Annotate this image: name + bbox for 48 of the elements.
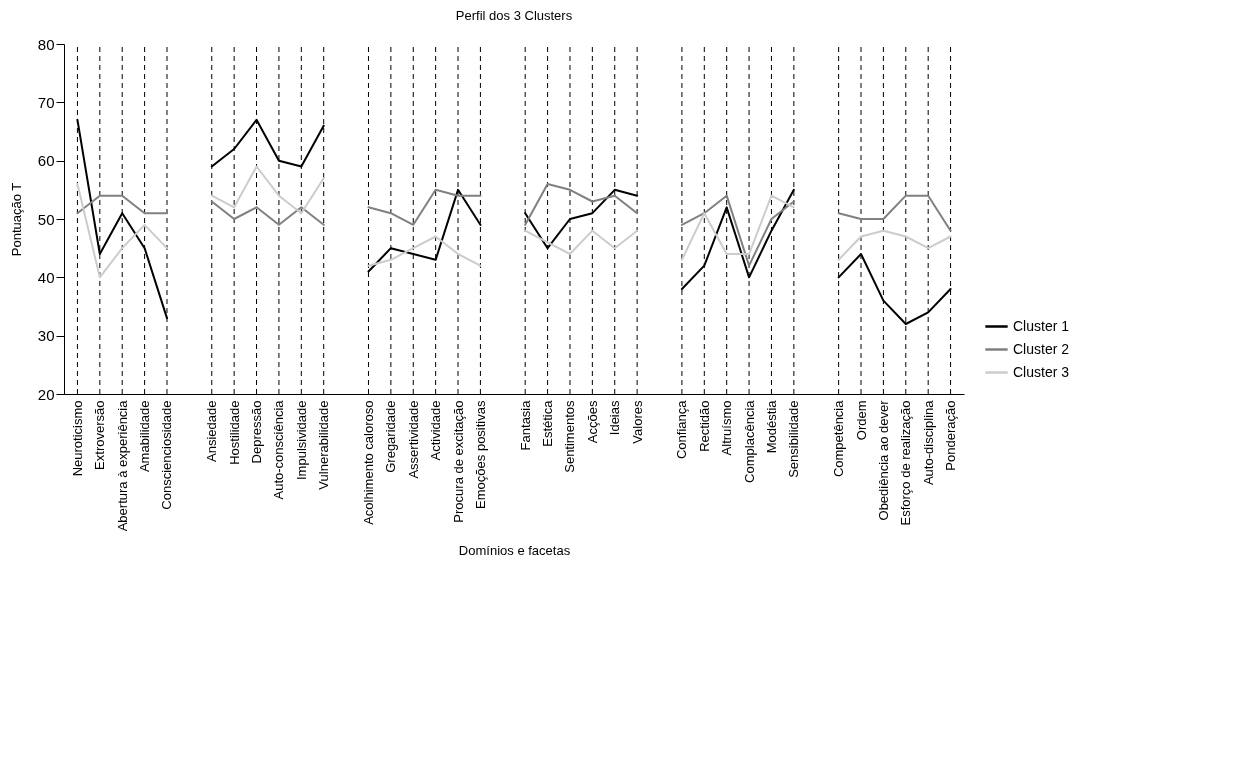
x-tick-label: Sentimentos: [562, 400, 578, 473]
x-tick-label: Ponderação: [943, 400, 959, 471]
y-tick-label: 70: [37, 93, 55, 111]
x-tick-label: Emoções positivas: [472, 400, 488, 509]
x-tick-label: Confiança: [674, 399, 690, 460]
y-tick-label: 30: [37, 327, 55, 345]
x-tick-label: Competência: [831, 399, 847, 478]
x-tick-label: Obediência ao dever: [875, 399, 891, 521]
legend-label: Cluster 1: [1013, 317, 1070, 334]
x-tick-label: Amabilidade: [137, 400, 153, 473]
x-tick-label: Auto-consciência: [271, 399, 287, 500]
x-tick-label: Hostilidade: [226, 400, 242, 465]
x-tick-label: Valores: [629, 400, 645, 444]
x-tick-label: Procura de excitação: [450, 400, 466, 523]
x-tick-label: Impulsividade: [293, 400, 309, 480]
y-tick-label: 60: [37, 152, 55, 170]
x-tick-label: Acções: [584, 400, 600, 444]
chart-title: Perfil dos 3 Clusters: [455, 8, 573, 23]
x-tick-label: Actividade: [428, 400, 444, 461]
x-tick-label: Rectidão: [696, 400, 712, 452]
y-tick-label: 50: [37, 210, 55, 228]
x-axis-title: Domínios e facetas: [458, 543, 571, 559]
x-tick-label: Altruísmo: [719, 400, 735, 456]
y-tick-label: 20: [37, 385, 55, 403]
x-tick-label: Vulnerabilidade: [316, 400, 332, 490]
legend-label: Cluster 2: [1013, 340, 1070, 357]
x-tick-label: Complacência: [741, 399, 757, 483]
x-tick-label: Depressão: [249, 400, 265, 464]
x-tick-label: Ordem: [853, 400, 869, 441]
y-tick-label: 80: [37, 35, 55, 53]
x-tick-label: Gregaridade: [383, 400, 399, 473]
x-tick-label: Assertividade: [405, 400, 421, 479]
x-tick-label: Ideias: [607, 400, 623, 436]
x-tick-label: Abertura à experiência: [114, 399, 130, 532]
x-tick-label: Conscienciosidade: [159, 400, 175, 510]
x-tick-label: Fantasia: [517, 399, 533, 451]
x-tick-label: Neuroticismo: [69, 400, 85, 477]
y-tick-label: 40: [37, 268, 55, 286]
x-tick-label: Extroversão: [92, 400, 108, 470]
x-tick-label: Auto-disciplina: [920, 399, 936, 486]
x-tick-label: Modéstia: [763, 399, 779, 454]
x-tick-label: Acolhimento caloroso: [360, 400, 376, 525]
x-tick-label: Estética: [540, 399, 556, 447]
x-tick-label: Sensibilidade: [786, 400, 802, 478]
x-tick-label: Esforço de realização: [898, 400, 914, 526]
y-axis-title: Pontuação T: [8, 182, 24, 257]
legend-label: Cluster 3: [1013, 363, 1070, 380]
x-tick-label: Ansiedade: [204, 400, 220, 462]
